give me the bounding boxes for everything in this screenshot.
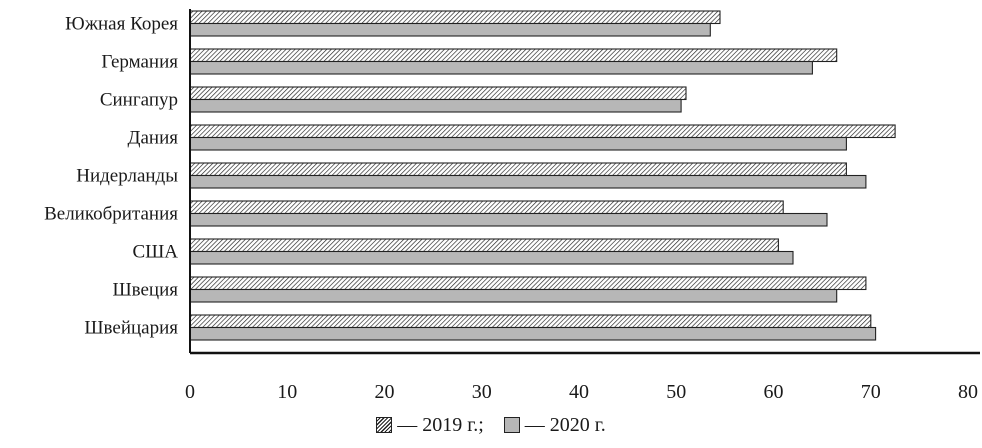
bar-2020-0 — [189, 22, 711, 37]
legend-separator: ; — [478, 414, 484, 436]
bar-2019-4 — [189, 162, 847, 177]
bar-2020-4 — [189, 174, 867, 189]
bars-group — [189, 10, 896, 341]
x-tick-label-0: 0 — [185, 381, 195, 403]
x-tick-label-1: 10 — [277, 381, 297, 403]
category-labels: Южная Корея Германия Сингапур Дания Нидерлан… — [44, 14, 178, 339]
category-label-0: Южная Корея — [65, 14, 178, 35]
bar-2019-1 — [189, 48, 838, 63]
bar-2019-7 — [189, 276, 867, 291]
x-tick-label-7: 70 — [861, 381, 881, 403]
x-tick-label-4: 40 — [569, 381, 589, 403]
legend-label-2019: 2019 г. — [422, 414, 479, 436]
legend-dash-2019: — — [397, 414, 418, 436]
bar-2019-0 — [189, 10, 721, 25]
category-label-5: Великобритания — [44, 204, 178, 225]
bar-2020-5 — [189, 212, 828, 227]
bar-2020-7 — [189, 288, 838, 303]
bar-2019-6 — [189, 238, 779, 253]
category-label-1: Германия — [101, 52, 178, 73]
bar-2019-5 — [189, 200, 784, 215]
bar-2020-3 — [189, 136, 847, 151]
x-tick-label-3: 30 — [472, 381, 492, 403]
x-tick-label-2: 20 — [375, 381, 395, 403]
category-label-2: Сингапур — [100, 90, 178, 111]
category-label-3: Дания — [128, 128, 179, 149]
bar-2019-2 — [189, 86, 687, 101]
legend-swatch-2020 — [503, 417, 520, 433]
legend-swatch-2019 — [376, 417, 393, 433]
bar-chart: Южная Корея Германия Сингапур Дания Нидерлан… — [44, 9, 980, 403]
legend-dash-2020: — — [524, 414, 545, 436]
x-tick-label-8: 80 — [958, 381, 978, 403]
x-tick-label-5: 50 — [666, 381, 686, 403]
legend: — 2019 г.; — 2020 г. — [0, 414, 982, 437]
category-label-7: Швеция — [112, 280, 178, 301]
bar-2020-1 — [189, 60, 813, 75]
x-tick-label-6: 60 — [764, 381, 784, 403]
category-label-6: США — [132, 242, 178, 263]
x-tick-labels: 0 10 20 30 40 50 60 70 80 — [185, 381, 978, 403]
bar-2019-3 — [189, 124, 896, 139]
bar-2020-8 — [189, 326, 877, 341]
bar-2020-2 — [189, 98, 682, 113]
bar-2020-6 — [189, 250, 794, 265]
bar-2019-8 — [189, 314, 872, 329]
category-label-4: Нидерланды — [76, 166, 178, 187]
legend-label-2020: 2020 г. — [549, 414, 606, 436]
category-label-8: Швейцария — [84, 318, 178, 339]
axes — [189, 9, 980, 355]
